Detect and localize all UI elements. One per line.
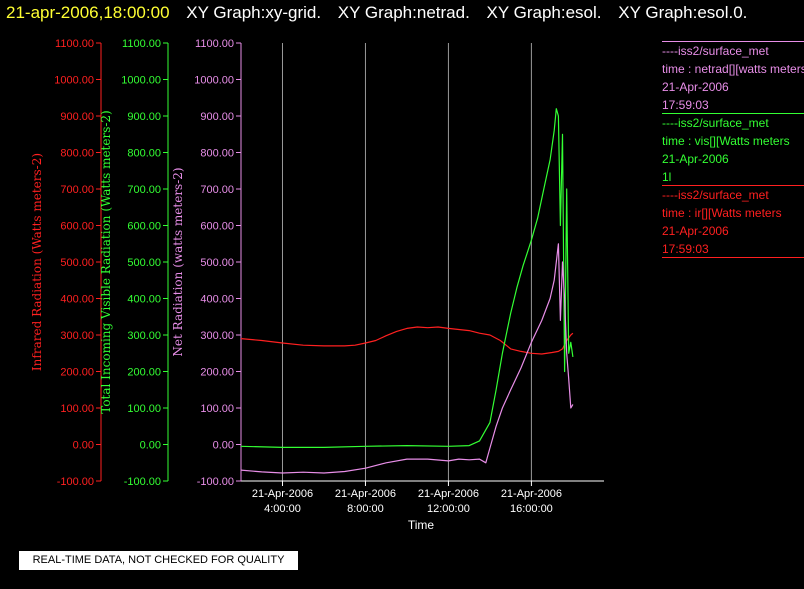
y-axis-tick-label-1-10: 900.00 [127, 111, 161, 123]
legend-entry-2-line-3: 21-Apr-2006 [662, 224, 729, 238]
y-axis-tick-label-2-7: 600.00 [200, 221, 234, 233]
y-axis-tick-label-1-7: 600.00 [127, 221, 161, 233]
legend-entry-0-line-2: time : netrad[][watts meters [662, 62, 804, 76]
y-axis-tick-label-1-1: 0.00 [140, 440, 161, 452]
legend-bottom-rule [662, 257, 804, 258]
y-axis-tick-label-2-6: 500.00 [200, 257, 234, 269]
time-tick-time-2: 12:00:00 [427, 503, 470, 515]
time-axis-label: Time [408, 518, 435, 532]
header-bar: 21-apr-2006,18:00:00 XY Graph:xy-grid. X… [0, 0, 804, 28]
y-axis-tick-label-1-12: 1100.00 [122, 38, 161, 50]
series-line-0 [240, 326, 574, 355]
y-axis-tick-label-2-11: 1000.00 [194, 75, 234, 87]
legend-entry-2-line-1: ----iss2/surface_met [662, 188, 769, 202]
time-tick-date-2: 21-Apr-2006 [418, 488, 479, 500]
y-axis-label-2: Net Radiation (watts meters-2) [171, 167, 185, 356]
legend-entry-2-line-2: time : ir[][Watts meters [662, 206, 782, 220]
legend-entry-0-line-1: ----iss2/surface_met [662, 44, 769, 58]
time-tick-date-3: 21-Apr-2006 [501, 488, 562, 500]
y-axis-tick-label-1-2: 100.00 [127, 403, 161, 415]
y-axis-tick-label-2-3: 200.00 [200, 367, 234, 379]
timestamp: 21-apr-2006,18:00:00 [6, 3, 170, 22]
time-tick-date-0: 21-Apr-2006 [252, 488, 313, 500]
legend-entry-0-line-3: 21-Apr-2006 [662, 80, 729, 94]
y-axis-tick-label-0-6: 500.00 [60, 257, 94, 269]
time-tick-time-0: 4:00:00 [264, 503, 301, 515]
y-axis-tick-label-0-12: 1100.00 [55, 38, 94, 50]
legend-entry-2-line-4: 17:59:03 [662, 242, 709, 256]
y-axis-tick-label-0-9: 800.00 [60, 148, 94, 160]
legend-entry-1-line-1: ----iss2/surface_met [662, 116, 769, 130]
time-tick-time-3: 16:00:00 [510, 503, 553, 515]
y-axis-tick-label-2-12: 1100.00 [195, 38, 234, 50]
legend-entry-1-line-2: time : vis[][Watts meters [662, 134, 790, 148]
y-axis-tick-label-2-4: 300.00 [200, 330, 234, 342]
y-axis-tick-label-1-9: 800.00 [127, 148, 161, 160]
y-axis-tick-label-0-5: 400.00 [60, 294, 94, 306]
series-line-1 [240, 108, 574, 448]
y-axis-tick-label-0-10: 900.00 [60, 111, 94, 123]
series-line-2 [240, 243, 574, 474]
y-axis-tick-label-1-0: -100.00 [124, 476, 161, 488]
y-axis-tick-label-2-0: -100.00 [197, 476, 234, 488]
quality-note: REAL-TIME DATA, NOT CHECKED FOR QUALITY [19, 551, 298, 570]
legend-entry-0-line-4: 17:59:03 [662, 98, 709, 112]
y-axis-tick-label-0-11: 1000.00 [54, 75, 94, 87]
y-axis-tick-label-2-1: 0.00 [213, 440, 234, 452]
graph-title-esol: XY Graph:esol. [486, 3, 602, 22]
y-axis-label-1: Total Incoming Visible Radiation (Watts … [99, 110, 113, 414]
y-axis-tick-label-0-7: 600.00 [60, 221, 94, 233]
y-axis-tick-label-1-6: 500.00 [127, 257, 161, 269]
time-tick-time-1: 8:00:00 [347, 503, 384, 515]
legend-entry-1-line-3: 21-Apr-2006 [662, 152, 729, 166]
y-axis-tick-label-1-5: 400.00 [127, 294, 161, 306]
graph-title-netrad: XY Graph:netrad. [337, 3, 470, 22]
y-axis-tick-label-1-3: 200.00 [127, 367, 161, 379]
graph-title-esol-0: XY Graph:esol.0. [618, 3, 748, 22]
y-axis-tick-label-2-8: 700.00 [200, 184, 234, 196]
graph-title-xy-grid: XY Graph:xy-grid. [186, 3, 322, 22]
y-axis-tick-label-0-2: 100.00 [60, 403, 94, 415]
y-axis-tick-label-0-1: 0.00 [73, 440, 94, 452]
y-axis-tick-label-2-10: 900.00 [200, 111, 234, 123]
y-axis-tick-label-1-4: 300.00 [127, 330, 161, 342]
y-axis-tick-label-0-3: 200.00 [60, 367, 94, 379]
y-axis-tick-label-2-9: 800.00 [200, 148, 234, 160]
y-axis-tick-label-1-11: 1000.00 [121, 75, 161, 87]
y-axis-tick-label-0-8: 700.00 [60, 184, 94, 196]
time-tick-date-1: 21-Apr-2006 [335, 488, 396, 500]
y-axis-tick-label-2-5: 400.00 [200, 294, 234, 306]
legend-entry-1-line-4: 1l [662, 170, 672, 184]
y-axis-tick-label-0-4: 300.00 [60, 330, 94, 342]
y-axis-label-0: Infrared Radiation (Watts meters-2) [30, 153, 44, 371]
y-axis-tick-label-0-0: -100.00 [57, 476, 94, 488]
y-axis-tick-label-1-8: 700.00 [127, 184, 161, 196]
y-axis-tick-label-2-2: 100.00 [200, 403, 234, 415]
